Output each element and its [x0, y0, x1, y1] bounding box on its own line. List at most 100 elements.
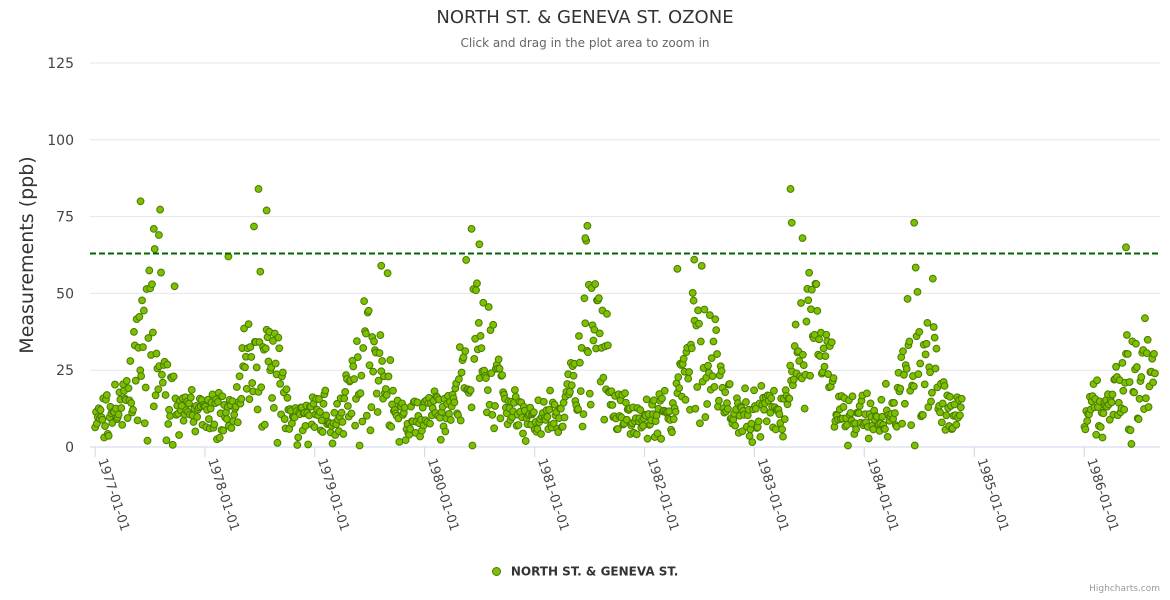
data-point: [441, 427, 450, 436]
data-point: [333, 399, 341, 408]
data-point-peak: [787, 218, 796, 227]
data-point: [550, 400, 559, 409]
data-point: [519, 429, 527, 438]
data-point: [339, 430, 348, 438]
data-point: [822, 330, 831, 339]
data-point: [742, 398, 750, 406]
data-point: [613, 425, 622, 433]
data-point: [101, 422, 109, 430]
data-point: [703, 400, 712, 408]
data-point-peak: [1122, 243, 1130, 252]
data-point-peak: [690, 255, 699, 264]
data-point: [1144, 403, 1153, 411]
data-point: [671, 407, 680, 416]
data-point: [762, 417, 771, 426]
data-point: [245, 395, 254, 404]
data-point: [455, 375, 463, 384]
data-point: [378, 357, 387, 365]
data-point-peak: [583, 221, 592, 230]
data-point: [695, 319, 703, 328]
data-point: [383, 269, 392, 278]
data-point: [247, 353, 256, 361]
data-point: [558, 422, 567, 431]
data-point: [152, 349, 161, 358]
data-point: [674, 373, 683, 382]
data-point: [1118, 358, 1127, 367]
data-point: [413, 398, 422, 407]
data-point: [370, 337, 378, 346]
data-point: [775, 410, 784, 419]
data-point: [694, 306, 703, 315]
data-point: [711, 315, 720, 324]
data-point: [569, 371, 578, 380]
data-point: [907, 421, 916, 430]
data-point: [701, 413, 710, 421]
data-point-peak: [581, 234, 590, 243]
data-point: [462, 256, 471, 264]
data-point: [779, 432, 787, 441]
data-point: [187, 386, 196, 394]
data-point: [1141, 394, 1150, 403]
data-point: [275, 344, 284, 353]
data-point: [578, 422, 587, 431]
data-point: [852, 425, 860, 434]
data-point: [554, 428, 563, 437]
data-point: [819, 344, 828, 353]
data-point: [293, 441, 302, 449]
data-point: [366, 426, 375, 435]
data-point: [341, 387, 350, 396]
data-point: [757, 382, 766, 390]
data-point: [310, 423, 319, 431]
data-point: [709, 337, 718, 346]
data-point: [467, 403, 476, 412]
data-point: [946, 392, 954, 401]
data-point: [574, 405, 582, 413]
data-point: [260, 420, 269, 429]
data-point: [660, 386, 669, 395]
data-point: [179, 416, 188, 425]
data-point: [921, 350, 930, 359]
data-point: [386, 356, 395, 364]
data-point: [913, 287, 922, 296]
data-point: [937, 418, 946, 427]
data-point: [790, 342, 799, 350]
data-point: [1096, 423, 1105, 431]
data-point: [129, 405, 137, 414]
data-point: [622, 415, 631, 424]
data-point: [118, 421, 127, 429]
data-point: [227, 424, 236, 432]
data-point: [896, 384, 905, 393]
data-point: [668, 428, 676, 437]
data-point: [491, 402, 499, 410]
data-point: [1126, 426, 1135, 435]
data-point: [900, 399, 909, 408]
y-tick-label: 75: [56, 210, 74, 226]
legend: NORTH ST. & GENEVA ST.: [0, 564, 1170, 579]
data-point: [149, 402, 158, 411]
data-point: [218, 392, 227, 401]
y-tick-label: 100: [47, 133, 74, 149]
data-point: [166, 412, 174, 420]
data-point: [922, 339, 931, 348]
data-point: [608, 401, 617, 409]
data-point: [576, 387, 585, 396]
data-point-peak: [149, 224, 158, 233]
data-point: [898, 419, 907, 428]
data-point: [161, 391, 170, 399]
data-point: [864, 434, 873, 443]
data-point: [472, 286, 480, 295]
data-point: [791, 320, 800, 329]
data-point: [364, 306, 373, 315]
data-point: [359, 344, 368, 352]
data-point: [537, 430, 545, 438]
data-point: [274, 333, 283, 342]
data-point: [929, 323, 938, 331]
data-point: [839, 403, 848, 411]
legend-item[interactable]: NORTH ST. & GENEVA ST.: [491, 564, 678, 579]
data-point: [111, 380, 119, 389]
data-point: [903, 294, 912, 303]
data-point: [123, 414, 132, 422]
credits-link[interactable]: Highcharts.com: [1089, 584, 1160, 594]
data-point: [566, 387, 574, 396]
